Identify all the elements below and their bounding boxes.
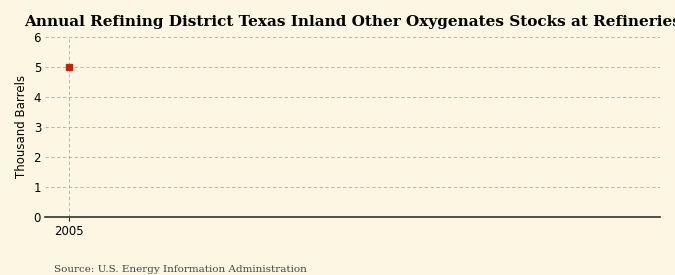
Text: Source: U.S. Energy Information Administration: Source: U.S. Energy Information Administ… [54,265,307,274]
Title: Annual Refining District Texas Inland Other Oxygenates Stocks at Refineries: Annual Refining District Texas Inland Ot… [24,15,675,29]
Y-axis label: Thousand Barrels: Thousand Barrels [15,75,28,178]
